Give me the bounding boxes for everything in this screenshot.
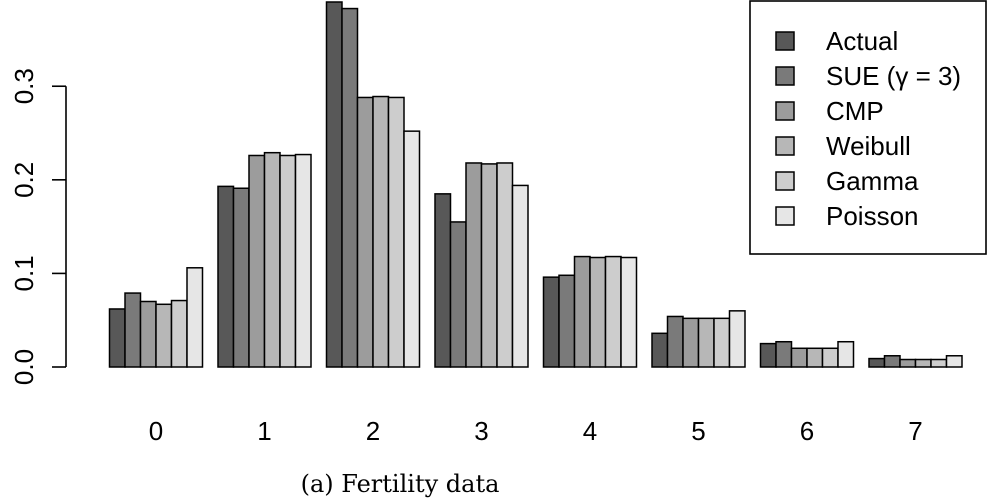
legend: Actual SUE (γ = 3) CMP Weibull Gamma Poisson [749, 0, 987, 255]
bar [248, 154, 266, 368]
bar [217, 185, 235, 368]
bar [790, 347, 808, 368]
bar [139, 300, 157, 368]
bar [449, 221, 467, 368]
x-tick-label: 2 [366, 416, 380, 446]
bar [294, 153, 312, 368]
bar [341, 7, 359, 368]
bar [682, 317, 700, 368]
x-tick-label: 4 [583, 416, 597, 446]
legend-swatch [775, 171, 795, 191]
bar [170, 299, 188, 368]
bar [589, 256, 607, 368]
bar [899, 358, 917, 368]
x-tick-label: 0 [149, 416, 163, 446]
legend-swatch [775, 101, 795, 121]
bar [465, 162, 483, 368]
bar [155, 303, 173, 368]
legend-label: Weibull [826, 131, 911, 161]
bar [945, 355, 963, 368]
bar [666, 315, 684, 368]
bar [325, 1, 343, 368]
bar [821, 347, 839, 368]
bar [930, 358, 948, 368]
bar [279, 154, 297, 368]
legend-label: Actual [826, 26, 898, 56]
bar [403, 130, 421, 368]
bar [573, 255, 591, 368]
bar [558, 274, 576, 368]
legend-swatch [775, 31, 795, 51]
bar [728, 310, 746, 368]
y-axis: 0.0 0.1 0.2 0.3 [9, 68, 67, 385]
bar [542, 276, 560, 368]
bar [806, 347, 824, 368]
y-tick-label: 0.2 [9, 162, 39, 198]
bar [868, 357, 886, 368]
bar [759, 342, 777, 368]
legend-swatch [775, 66, 795, 86]
bar [620, 256, 638, 368]
legend-label: Gamma [826, 166, 919, 196]
legend-label: Poisson [826, 201, 919, 231]
bar [232, 187, 250, 368]
x-tick-label: 6 [800, 416, 814, 446]
bar [108, 308, 126, 368]
x-tick-label: 3 [474, 416, 488, 446]
bar [356, 96, 374, 368]
y-tick-label: 0.0 [9, 349, 39, 385]
x-tick-label: 1 [257, 416, 271, 446]
bar [697, 317, 715, 368]
bar [713, 317, 731, 368]
bars [108, 1, 963, 368]
bar [837, 340, 855, 368]
legend-swatch [775, 206, 795, 226]
bar [511, 184, 529, 368]
x-tick-label: 5 [691, 416, 705, 446]
bar [480, 163, 498, 368]
bar [914, 358, 932, 368]
bar [263, 151, 281, 368]
x-tick-label: 7 [908, 416, 922, 446]
bar [434, 193, 452, 368]
bar [496, 162, 514, 368]
y-tick-label: 0.1 [9, 255, 39, 291]
bar [387, 96, 405, 368]
legend-label: SUE (γ = 3) [826, 61, 961, 91]
y-tick-label: 0.3 [9, 68, 39, 104]
x-axis-labels: 0 1 2 3 4 5 6 7 [149, 416, 923, 446]
legend-swatch [775, 136, 795, 156]
bar [124, 292, 142, 368]
bar [372, 95, 390, 368]
bar [604, 255, 622, 368]
legend-label: CMP [826, 96, 884, 126]
bar [651, 332, 669, 368]
bar [775, 340, 793, 368]
bar [186, 267, 204, 368]
bar [883, 355, 901, 368]
figure-caption: (a) Fertility data [301, 470, 500, 498]
